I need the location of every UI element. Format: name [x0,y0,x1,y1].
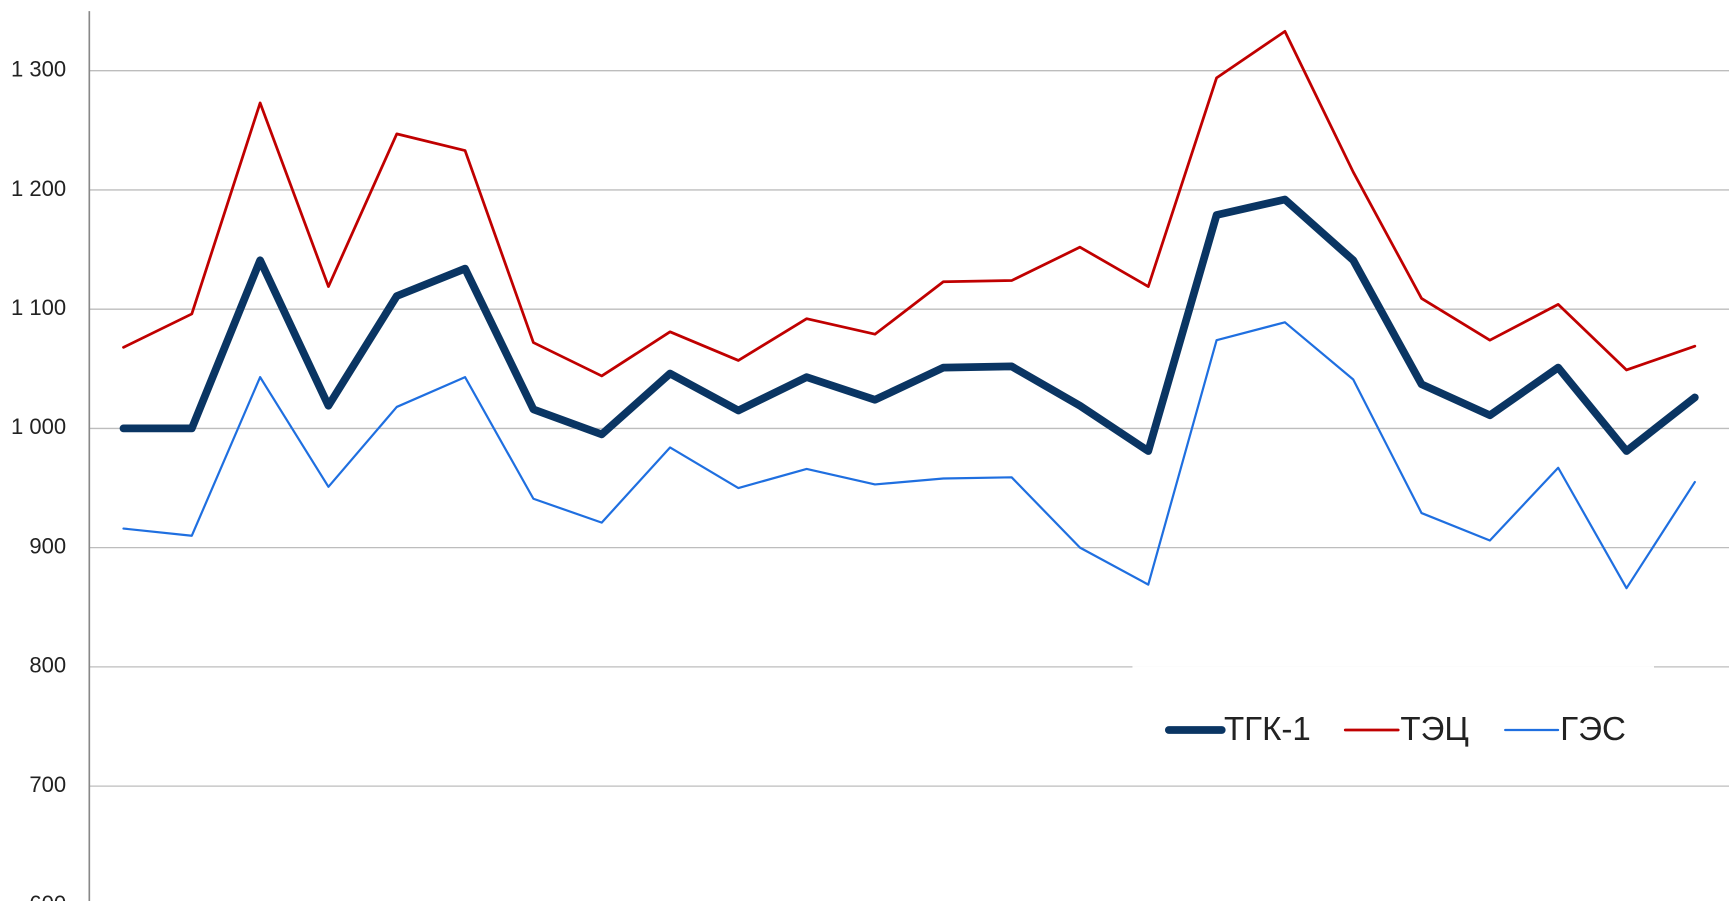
legend-label: ТГК-1 [1224,711,1311,748]
series-line [122,29,1697,378]
legend: ТГК-1 ТЭЦ ГЭС [1132,666,1655,786]
y-tick-label: 1 300 [11,57,66,82]
y-tick-label: 600 [29,891,66,901]
legend-box [1132,666,1655,786]
legend-label: ТЭЦ [1400,711,1468,748]
y-tick-label: 700 [29,772,66,797]
series-line [122,321,1696,590]
y-tick-label: 1 200 [11,176,66,201]
legend-label: ГЭС [1560,711,1626,748]
y-tick-label: 1 100 [11,295,66,320]
y-tick-label: 800 [29,653,66,678]
y-tick-label: 900 [29,533,66,558]
y-tick-label: 1 000 [11,414,66,439]
series-line [119,195,1699,455]
